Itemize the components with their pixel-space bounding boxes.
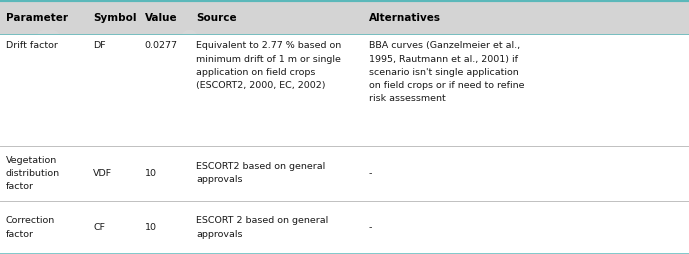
Text: Equivalent to 2.77 % based on
minimum drift of 1 m or single
application on fiel: Equivalent to 2.77 % based on minimum dr… [196, 41, 342, 90]
Text: DF: DF [93, 41, 105, 50]
Bar [0, 201, 689, 254]
Text: -: - [369, 223, 372, 232]
Text: Source: Source [196, 12, 237, 23]
Text: Correction
factor: Correction factor [6, 216, 54, 239]
Text: Value: Value [145, 12, 177, 23]
Text: 10: 10 [145, 223, 156, 232]
Text: 10: 10 [145, 169, 156, 178]
Text: VDF: VDF [93, 169, 112, 178]
Text: CF: CF [93, 223, 105, 232]
Text: 0.0277: 0.0277 [145, 41, 178, 50]
Text: Vegetation
distribution
factor: Vegetation distribution factor [6, 155, 60, 191]
Bar [0, 35, 689, 146]
Text: Parameter: Parameter [6, 12, 68, 23]
Text: ESCORT2 based on general
approvals: ESCORT2 based on general approvals [196, 162, 326, 184]
Text: Alternatives: Alternatives [369, 12, 440, 23]
Text: ESCORT 2 based on general
approvals: ESCORT 2 based on general approvals [196, 216, 329, 239]
Bar [0, 0, 689, 35]
Text: Symbol: Symbol [93, 12, 136, 23]
Text: Drift factor: Drift factor [6, 41, 57, 50]
Text: BBA curves (Ganzelmeier et al.,
1995, Rautmann et al., 2001) if
scenario isn't s: BBA curves (Ganzelmeier et al., 1995, Ra… [369, 41, 524, 103]
Text: -: - [369, 169, 372, 178]
Bar [0, 146, 689, 201]
